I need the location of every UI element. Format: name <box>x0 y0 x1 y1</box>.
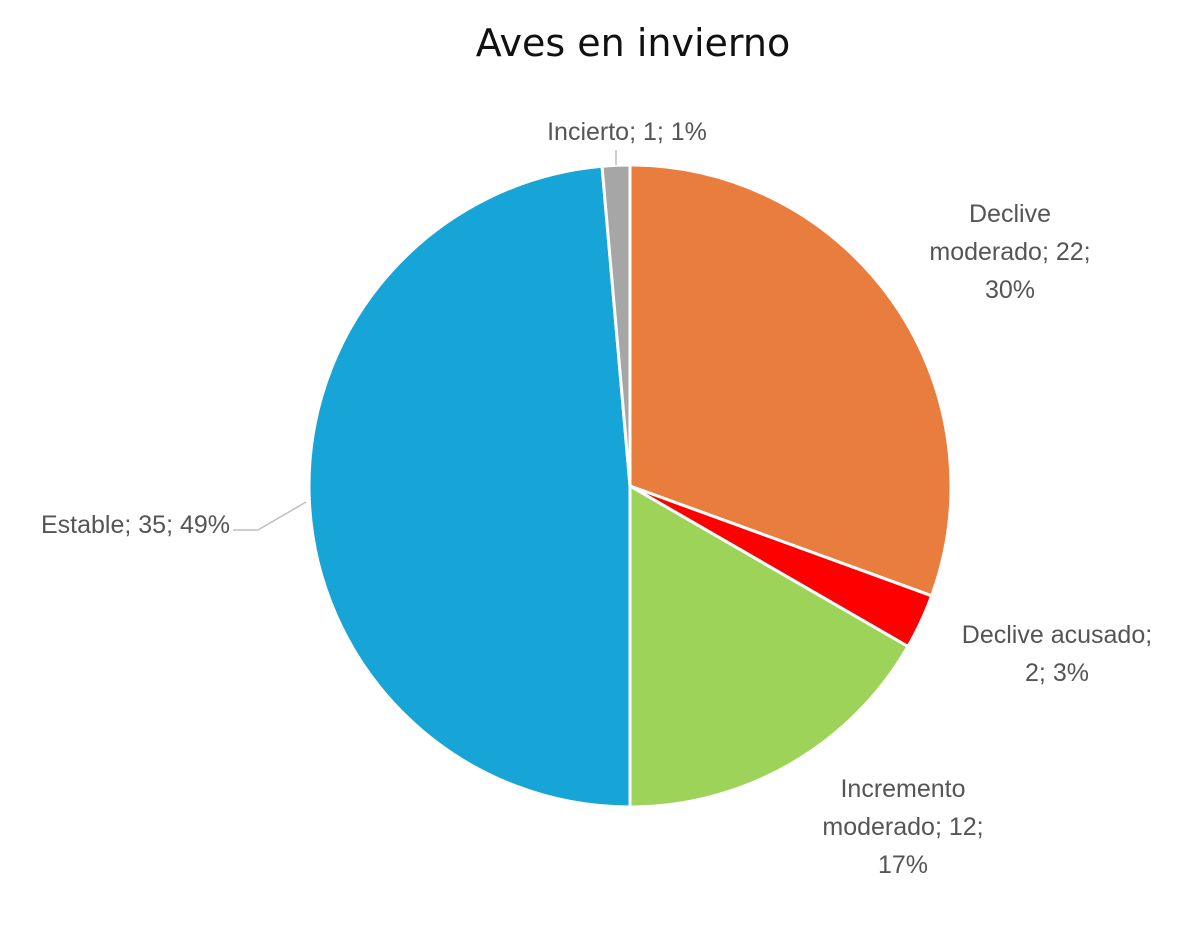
chart-title: Aves en invierno <box>476 21 790 65</box>
slice-label-incierto: Incierto; 1; 1% <box>547 118 707 146</box>
slice-labels: Declive moderado; 22; 30% Declive acusado; 2… <box>41 118 1152 879</box>
slice-label-declive-acusado: Declive acusado; 2; 3% <box>962 621 1152 687</box>
leader-line-estable <box>233 501 307 531</box>
slice-label-estable: Estable; 35; 49% <box>41 511 230 539</box>
slice-label-declive-moderado: Declive moderado; 22; 30% <box>929 200 1090 304</box>
leader-lines <box>233 150 617 531</box>
pie-slice-declive-moderado <box>628 163 953 598</box>
pie-slice-estable <box>307 164 632 809</box>
pie-slices <box>307 163 953 809</box>
slice-label-incremento-moderado: Incremento moderado; 12; 17% <box>822 775 983 879</box>
pie-slice-incierto <box>600 163 632 487</box>
pie-slice-incremento-moderado <box>628 483 911 809</box>
